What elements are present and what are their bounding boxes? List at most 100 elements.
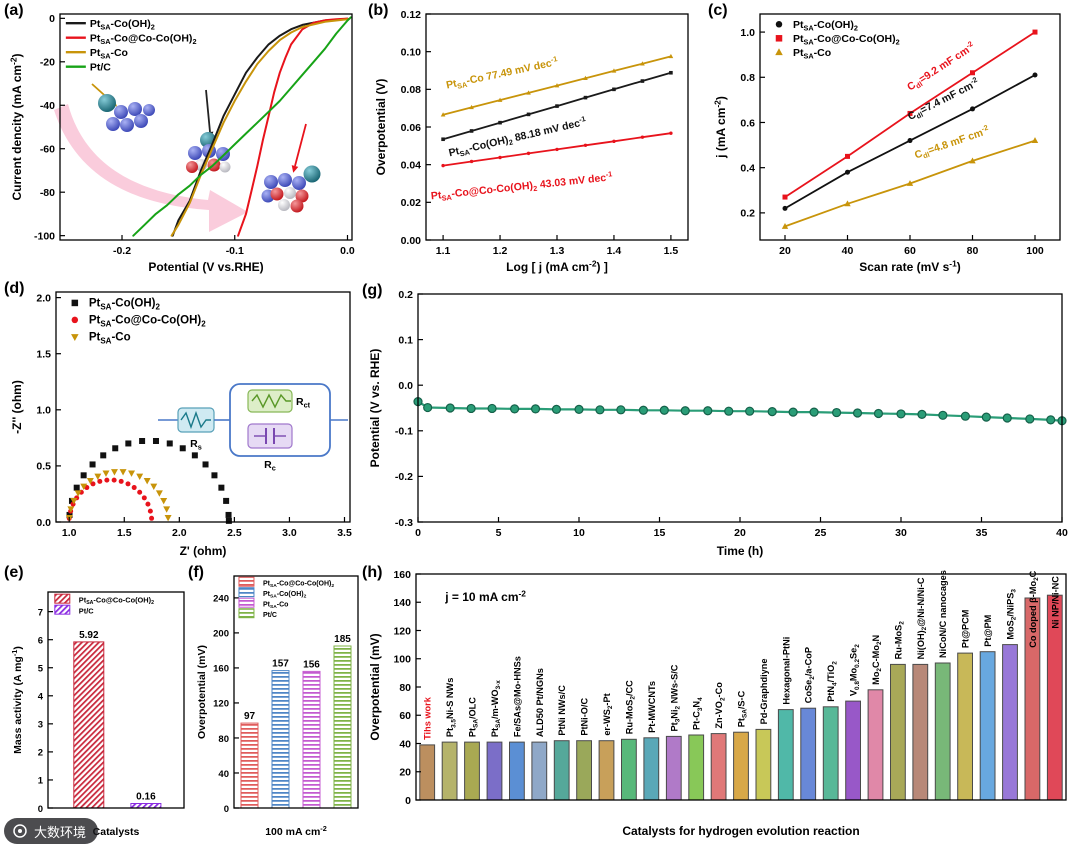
- svg-text:Catalysts for hydrogen evoluti: Catalysts for hydrogen evolution reactio…: [622, 824, 859, 838]
- svg-text:80: 80: [967, 245, 979, 257]
- svg-text:0.5: 0.5: [36, 461, 51, 473]
- lsv-polarization-chart: -0.2 -0.1 0.0 0 -20 -40 -60 -80 -100 Potential (V…: [8, 6, 360, 283]
- panel-b-letter: (b): [368, 2, 389, 19]
- svg-text:-Z'' (ohm): -Z'' (ohm): [10, 380, 24, 434]
- svg-text:1.0: 1.0: [740, 27, 755, 39]
- svg-text:60: 60: [904, 245, 916, 257]
- svg-text:0.06: 0.06: [401, 122, 422, 134]
- svg-text:PtSA-Co: PtSA-Co: [793, 47, 831, 61]
- svg-text:PtSA-Co: PtSA-Co: [89, 332, 131, 346]
- panel-h-letter: (h): [362, 564, 383, 581]
- svg-text:PtSA-Co@Co-Co(OH)2: PtSA-Co@Co-Co(OH)2: [793, 33, 900, 47]
- svg-text:15: 15: [654, 527, 666, 539]
- svg-text:-0.2: -0.2: [113, 245, 131, 257]
- panel-e-svg: 5.92 0.16 0 1 2 3 4 5 6 7 Catalysts Mass activity (…: [10, 591, 185, 838]
- panel-h-svg: Tihs work Pt3.5Ni-S NWs PtSA/OLC PtSA/m-WO3…: [368, 569, 1067, 838]
- watermark-text: 大数环境: [34, 824, 87, 840]
- svg-text:j (mA cm-2): j (mA cm-2): [712, 96, 728, 159]
- svg-text:Time (h): Time (h): [717, 544, 763, 558]
- svg-text:2: 2: [38, 748, 43, 759]
- molecule-cluster-icon: [98, 94, 155, 132]
- svg-text:PtN4/TiO2: PtN4/TiO2: [826, 661, 838, 702]
- svg-text:-40: -40: [40, 100, 55, 112]
- svg-text:0.16: 0.16: [136, 792, 156, 803]
- svg-text:1.3: 1.3: [550, 245, 565, 257]
- svg-text:0.10: 0.10: [401, 46, 422, 58]
- svg-text:PtSA-Co@Co-Co(OH)2: PtSA-Co@Co-Co(OH)2: [79, 595, 154, 606]
- svg-text:0: 0: [405, 795, 411, 807]
- svg-text:30: 30: [895, 527, 907, 539]
- panel-d-svg: 1.0 1.5 2.0 2.5 3.0 3.5 0.0 0.5 1.0 1.5 2.0 Z' (ohm…: [10, 291, 352, 558]
- svg-text:-0.3: -0.3: [395, 517, 413, 529]
- panel-g-letter: (g): [362, 282, 383, 299]
- svg-text:120: 120: [393, 625, 411, 637]
- svg-text:0.2: 0.2: [740, 208, 755, 220]
- svg-text:Pt3Ni2 NWs-S/C: Pt3Ni2 NWs-S/C: [669, 664, 681, 731]
- svg-text:Potential (V vs. RHE): Potential (V vs. RHE): [368, 349, 382, 468]
- svg-text:40: 40: [218, 769, 229, 780]
- svg-text:Pt/C: Pt/C: [79, 606, 94, 615]
- svg-text:Overpotential (V): Overpotential (V): [374, 79, 388, 176]
- svg-text:PtSA-Co@Co-Co(OH)2: PtSA-Co@Co-Co(OH)2: [263, 581, 334, 590]
- panel-f-svg: 97 157 156 185 0 40 80 120 160 200 240 100 mA cm-2 O…: [196, 575, 359, 838]
- svg-text:Rct: Rct: [296, 396, 311, 410]
- svg-text:80: 80: [399, 682, 411, 694]
- watermark: 大数环境: [4, 818, 99, 844]
- svg-text:5: 5: [496, 527, 502, 539]
- svg-text:10: 10: [573, 527, 585, 539]
- svg-text:0.00: 0.00: [401, 235, 422, 247]
- svg-text:2.5: 2.5: [227, 527, 242, 539]
- svg-text:PtSA-Co(OH)2: PtSA-Co(OH)2: [263, 591, 307, 600]
- svg-text:Ru-MoS2: Ru-MoS2: [893, 621, 905, 660]
- svg-text:1.5: 1.5: [117, 527, 132, 539]
- svg-text:4: 4: [38, 692, 44, 703]
- svg-text:1.2: 1.2: [493, 245, 508, 257]
- svg-text:140: 140: [393, 597, 411, 609]
- svg-text:Potential (V vs.RHE): Potential (V vs.RHE): [148, 260, 263, 274]
- svg-text:1.5: 1.5: [664, 245, 679, 257]
- svg-text:Mass activity (A mg-1): Mass activity (A mg-1): [10, 646, 24, 754]
- svg-text:0.1: 0.1: [398, 334, 413, 346]
- svg-text:PtSA/OLC: PtSA/OLC: [468, 697, 480, 737]
- svg-text:-0.1: -0.1: [395, 426, 413, 438]
- svg-text:160: 160: [213, 664, 229, 675]
- panel-c-svg: 20 40 60 80 100 0.2 0.4 0.6 0.8 1.0 Scan rate (mV …: [712, 13, 1061, 274]
- svg-text:Log [ j (mA cm-2) ]: Log [ j (mA cm-2) ]: [506, 258, 608, 274]
- svg-text:Fe/SAs@Mo-HNSs: Fe/SAs@Mo-HNSs: [512, 656, 522, 737]
- svg-text:156: 156: [303, 659, 320, 670]
- svg-text:100: 100: [1026, 245, 1044, 257]
- svg-text:Tihs work: Tihs work: [423, 696, 433, 740]
- svg-text:Rc: Rc: [264, 459, 276, 473]
- svg-text:1: 1: [38, 776, 44, 787]
- svg-text:1.0: 1.0: [36, 405, 51, 417]
- svg-text:0.0: 0.0: [340, 245, 355, 257]
- svg-text:Overpotential (mV): Overpotential (mV): [368, 633, 382, 740]
- svg-text:1.0: 1.0: [62, 527, 77, 539]
- panel-a-svg: -0.2 -0.1 0.0 0 -20 -40 -60 -80 -100 Potential (V…: [8, 13, 355, 274]
- panel-a-letter: (a): [4, 2, 24, 19]
- svg-text:20: 20: [734, 527, 746, 539]
- svg-text:40: 40: [842, 245, 854, 257]
- svg-text:0.0: 0.0: [398, 380, 413, 392]
- reaction-sweep-arrow-icon: [54, 104, 248, 232]
- panel-e-letter: (e): [4, 564, 24, 581]
- svg-text:PtSA-Co(OH)2: PtSA-Co(OH)2: [793, 19, 858, 33]
- svg-text:Pt@PM: Pt@PM: [983, 614, 993, 646]
- svg-text:ALD50 Pt/NGNs: ALD50 Pt/NGNs: [535, 668, 545, 737]
- svg-text:-100: -100: [34, 230, 55, 242]
- svg-text:35: 35: [976, 527, 988, 539]
- svg-text:Ni(OH)2@Ni-N/Ni-C: Ni(OH)2@Ni-N/Ni-C: [916, 577, 928, 659]
- svg-text:Scan rate (mV s-1): Scan rate (mV s-1): [859, 258, 961, 274]
- svg-text:PtSA-Co(OH)2: PtSA-Co(OH)2: [90, 18, 155, 32]
- svg-text:2.0: 2.0: [36, 292, 51, 304]
- svg-text:240: 240: [213, 594, 229, 605]
- svg-text:5: 5: [38, 664, 44, 675]
- svg-text:0.6: 0.6: [740, 117, 755, 129]
- svg-text:6: 6: [38, 635, 43, 646]
- svg-text:-0.1: -0.1: [226, 245, 244, 257]
- svg-text:0: 0: [49, 13, 55, 25]
- svg-text:PtSA-Co: PtSA-Co: [90, 47, 128, 61]
- catalyst-comparison-bar-chart: Tihs work Pt3.5Ni-S NWs PtSA/OLC PtSA/m-WO3…: [366, 568, 1074, 847]
- svg-text:Mo2C-Mo2N: Mo2C-Mo2N: [871, 634, 883, 684]
- svg-text:0.04: 0.04: [401, 159, 422, 171]
